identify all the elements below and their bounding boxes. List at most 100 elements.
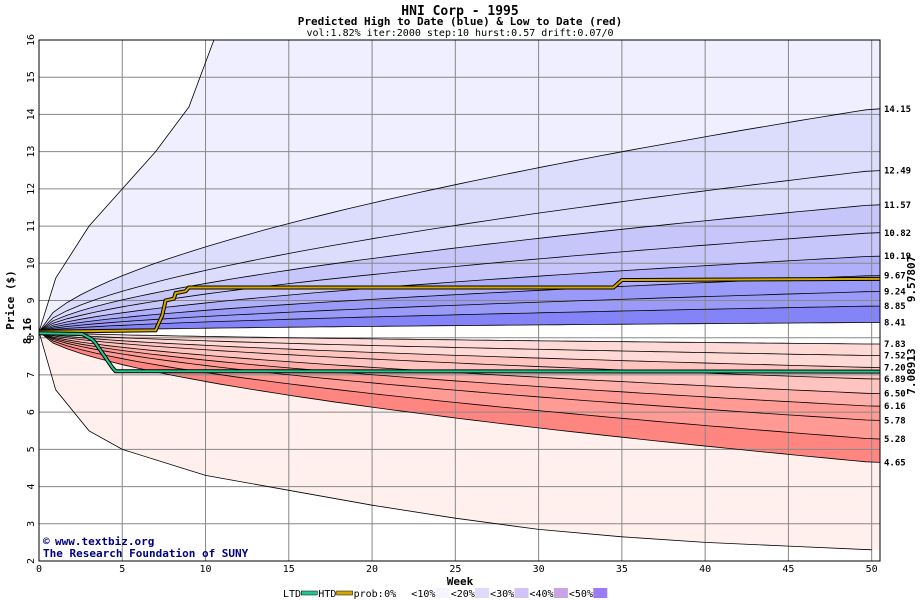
legend-prob-item: <40% [530,589,554,600]
start-price-label: 8.16 [21,317,34,344]
legend-prob-item: <10% [411,589,435,600]
low-band-2 [39,331,880,379]
low-end-label: 7.52 [884,352,906,362]
low-end-label: 6.50 [884,390,906,400]
y-tick-label: 9 [26,297,37,303]
y-tick-label: 8 [26,335,37,341]
low-end-label: 7.20 [884,363,906,373]
plot-area: 0 5 10 15 20 25 30 35 40 45 5023456789101112131415… [26,34,918,575]
legend-prob-swatch [435,588,450,598]
low-band-5 [39,331,880,421]
x-tick-label: 30 [533,564,545,575]
chart-title: HNI Corp - 1995 [401,4,518,19]
legend-prob-label: prob: [354,589,384,600]
band-line [39,331,880,368]
legend-htd-swatch [336,590,353,596]
legend-prob-swatch [593,588,608,598]
chart-subtitle: Predicted High to Date (blue) & Low to D… [298,15,623,28]
band-line [39,40,215,332]
high-end-label: 9.67 [884,272,906,282]
x-tick-label: 45 [782,564,794,575]
high-end-label: 8.85 [884,302,906,312]
high-band-6 [39,291,880,332]
band-line [39,331,880,440]
y-tick-label: 10 [26,257,37,269]
low-end-label: 5.28 [884,435,906,445]
y-tick-label: 3 [26,521,37,527]
band-line [39,170,880,333]
legend-htd-label: HTD [318,589,336,600]
x-tick-label: 10 [200,564,212,575]
x-tick-label: 20 [366,564,378,575]
y-tick-label: 7 [26,372,37,378]
high-band-3 [39,232,880,332]
credit-org: The Research Foundation of SUNY [43,547,249,560]
copyright-icon: © [43,535,50,548]
y-tick-label: 2 [26,558,37,564]
band-line [39,255,880,333]
legend: LTD HTD prob: 0% <10% <20% <30% <40% <50% [283,588,608,600]
x-tick-label: 40 [699,564,711,575]
high-band-2 [39,204,880,332]
low-end-label: 6.16 [884,402,906,412]
band-line [39,291,880,333]
band-line [39,331,880,463]
low-band-7 [39,331,880,463]
high-band-5 [39,275,880,332]
x-tick-label: 15 [283,564,295,575]
y-axis-label: Price ($) [4,270,17,330]
legend-ltd-label: LTD [283,589,301,600]
band-lines [39,40,880,551]
low-band-3 [39,331,880,394]
legend-ltd-swatch [301,590,318,596]
high-band-outer [39,40,880,332]
low-end-label: 7.83 [884,340,906,350]
low-end-label: 6.89 [884,375,906,385]
y-tick-label: 11 [26,220,37,232]
legend-prob-swatch [514,588,529,598]
high-end-label: 9.24 [884,288,906,298]
y-tick-label: 13 [26,146,37,158]
x-tick-label: 25 [449,564,461,575]
y-tick-label: 16 [26,34,37,46]
low-end-label: 4.65 [884,458,906,468]
y-tick-label: 5 [26,446,37,452]
band-line [39,108,880,333]
credits: © www.textbiz.org The Research Foundatio… [43,535,249,560]
legend-prob-item: <50% [569,589,593,600]
legend-prob-swatch [396,588,411,598]
legend-prob-item: <30% [490,589,514,600]
high-band-0 [39,108,880,332]
x-tick-label: 50 [866,564,878,575]
series-line-htd [38,277,881,333]
band-line [39,232,880,333]
x-axis-label: Week [447,575,474,588]
high-end-label: 8.41 [884,318,906,328]
tick-labels: 0 5 10 15 20 25 30 35 40 45 5023456789101112131415… [26,34,878,575]
y-tick-label: 6 [26,409,37,415]
x-tick-label: 5 [119,564,125,575]
high-end-label: 10.82 [884,229,911,239]
y-tick-label: 12 [26,183,37,195]
band-line [39,331,880,407]
high-band-7 [39,306,880,332]
low-end-label: 5.78 [884,416,906,426]
band-line [39,331,880,380]
band-line [39,331,872,551]
chart-params: vol:1.82% iter:2000 step:10 hurst:0.57 d… [306,28,613,39]
probability-bands [39,40,880,550]
high-band-1 [39,170,880,332]
band-line [39,331,880,345]
band-end-labels: 14.15 12.49 11.57 10.82 10.19 9.67 9.24 8.85 8.4… [884,105,918,469]
legend-prob-swatch [475,588,490,598]
legend-prob-item: 0% [384,589,396,600]
high-end-label: 14.15 [884,105,911,115]
low-band-4 [39,331,880,407]
y-tick-label: 15 [26,71,37,83]
ltd-end-label: 7.08913 [905,348,918,394]
x-tick-label: 0 [36,564,42,575]
high-end-label: 11.57 [884,201,911,211]
legend-prob-swatch [553,588,568,598]
legend-prob-item: <20% [451,589,475,600]
